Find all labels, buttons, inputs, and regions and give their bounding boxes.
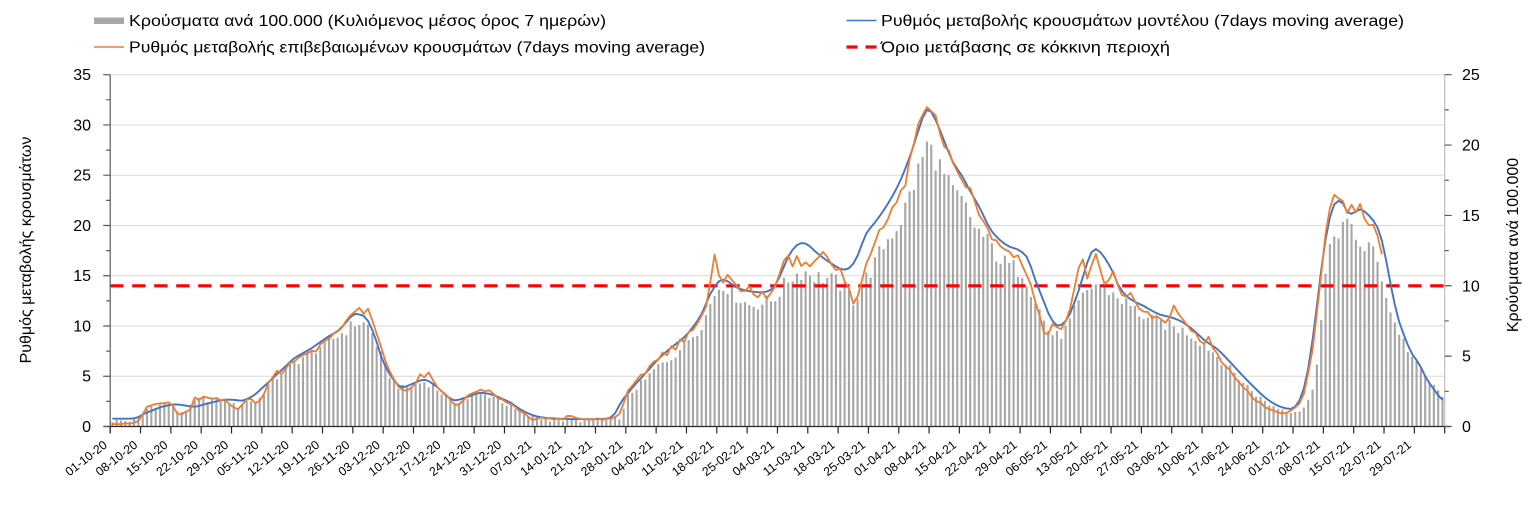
svg-text:0: 0 (82, 419, 91, 436)
svg-text:Ρυθμός μεταβολής κρουσμάτων: Ρυθμός μεταβολής κρουσμάτων (18, 137, 35, 364)
svg-text:20: 20 (1462, 138, 1480, 155)
svg-text:Ρυθμός μεταβολής κρουσμάτων μο: Ρυθμός μεταβολής κρουσμάτων μοντέλου (7d… (881, 13, 1404, 30)
svg-text:0: 0 (1462, 419, 1471, 436)
svg-text:10: 10 (1462, 278, 1480, 295)
svg-text:Κρούσματα ανά 100.000 (Κυλιόμε: Κρούσματα ανά 100.000 (Κυλιόμενος μέσος … (129, 13, 606, 30)
svg-text:10: 10 (73, 318, 91, 335)
svg-text:35: 35 (73, 67, 91, 84)
svg-text:20: 20 (73, 218, 91, 235)
svg-text:5: 5 (1462, 349, 1471, 366)
svg-text:15: 15 (1462, 208, 1480, 225)
svg-text:25: 25 (1462, 67, 1480, 84)
svg-text:5: 5 (82, 369, 91, 386)
svg-text:Κρούσματα ανά 100.000: Κρούσματα ανά 100.000 (1505, 158, 1522, 332)
svg-text:Ρυθμός μεταβολής επιβεβαιωμένω: Ρυθμός μεταβολής επιβεβαιωμένων κρουσμάτ… (129, 40, 705, 57)
svg-text:15: 15 (73, 268, 91, 285)
svg-text:30: 30 (73, 117, 91, 134)
svg-text:Όριο μετάβασης σε κόκκινη περι: Όριο μετάβασης σε κόκκινη περιοχή (880, 40, 1170, 57)
svg-text:25: 25 (73, 168, 91, 185)
